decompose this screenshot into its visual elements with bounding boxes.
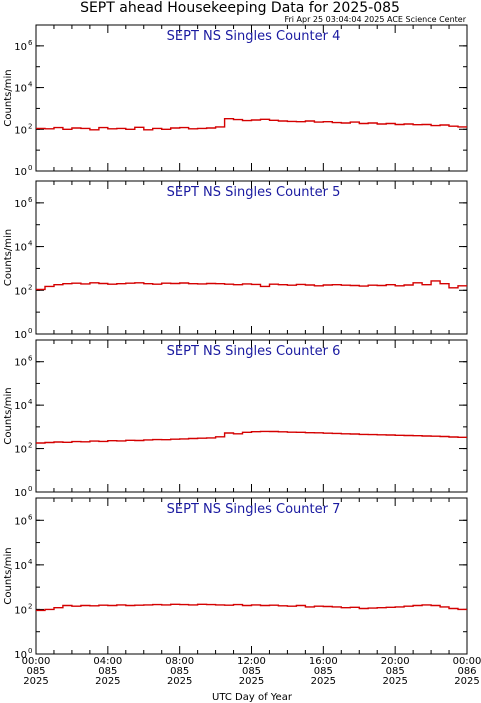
panel-frame <box>35 24 468 172</box>
y-tick-exponent: 2 <box>28 283 32 291</box>
x-tick-year: 2025 <box>167 676 192 687</box>
chart-subtitle: Fri Apr 25 03:04:04 2025 ACE Science Cen… <box>284 15 466 24</box>
x-tick-time: 08:00 <box>165 656 194 667</box>
x-tick-time: 00:00 <box>22 656 51 667</box>
y-tick-exponent: 2 <box>28 442 32 450</box>
y-tick-exponent: 6 <box>28 513 33 521</box>
y-tick-exponent: 0 <box>28 327 32 335</box>
panel-title: SEPT NS Singles Counter 7 <box>167 502 341 517</box>
y-tick-exponent: 2 <box>28 122 32 130</box>
y-tick-exponent: 0 <box>28 164 32 172</box>
series-line <box>36 118 467 131</box>
y-tick-label: 10 <box>14 42 27 53</box>
y-tick-label: 10 <box>14 358 27 369</box>
series-line <box>36 430 467 444</box>
y-tick-label: 10 <box>14 330 27 341</box>
y-tick-label: 10 <box>14 401 27 412</box>
x-tick-year: 2025 <box>382 676 407 687</box>
y-tick-exponent: 2 <box>28 602 32 610</box>
series-line <box>36 603 467 612</box>
y-tick-label: 10 <box>14 286 27 297</box>
y-tick-label: 10 <box>14 650 27 661</box>
y-tick-exponent: 6 <box>28 196 33 204</box>
chart-title: SEPT ahead Housekeeping Data for 2025-08… <box>80 0 400 16</box>
x-tick-time: 12:00 <box>237 656 266 667</box>
x-tick-doy: 085 <box>314 666 333 677</box>
y-tick-exponent: 4 <box>28 558 33 566</box>
x-tick-time: 00:00 <box>453 656 481 667</box>
y-tick-label: 10 <box>14 488 27 499</box>
y-tick-exponent: 4 <box>28 240 33 248</box>
x-tick-doy: 085 <box>98 666 117 677</box>
x-tick-year: 2025 <box>454 676 479 687</box>
x-tick-doy: 085 <box>386 666 405 677</box>
panel-title: SEPT NS Singles Counter 4 <box>167 29 341 44</box>
panel-frame <box>35 180 468 335</box>
y-tick-exponent: 6 <box>28 355 33 363</box>
x-tick-year: 2025 <box>95 676 120 687</box>
panel-frame <box>35 497 468 655</box>
y-tick-exponent: 0 <box>28 647 32 655</box>
x-tick-doy: 085 <box>26 666 45 677</box>
y-tick-label: 10 <box>14 605 27 616</box>
x-tick-doy: 085 <box>170 666 189 677</box>
y-tick-label: 10 <box>14 561 27 572</box>
y-tick-label: 10 <box>14 445 27 456</box>
y-tick-exponent: 4 <box>28 398 33 406</box>
x-tick-year: 2025 <box>311 676 336 687</box>
y-tick-exponent: 0 <box>28 485 32 493</box>
x-tick-time: 16:00 <box>309 656 338 667</box>
y-axis-label: Counts/min <box>3 387 14 444</box>
panel-title: SEPT NS Singles Counter 6 <box>167 344 341 359</box>
y-axis-label: Counts/min <box>3 69 14 126</box>
x-tick-year: 2025 <box>23 676 48 687</box>
x-axis-label: UTC Day of Year <box>212 692 293 703</box>
y-axis-label: Counts/min <box>3 547 14 604</box>
y-tick-exponent: 4 <box>28 81 33 89</box>
y-tick-exponent: 6 <box>28 39 33 47</box>
x-tick-time: 20:00 <box>381 656 410 667</box>
panel-frame <box>35 339 468 493</box>
y-tick-label: 10 <box>14 516 27 527</box>
y-tick-label: 10 <box>14 84 27 95</box>
x-tick-time: 04:00 <box>93 656 122 667</box>
x-axis: 00:00085202504:00085202508:00085202512:0… <box>22 656 481 687</box>
panel-title: SEPT NS Singles Counter 5 <box>167 185 341 200</box>
x-tick-year: 2025 <box>239 676 264 687</box>
x-tick-doy: 086 <box>457 666 476 677</box>
x-tick-doy: 085 <box>242 666 261 677</box>
series-line <box>36 280 467 291</box>
y-tick-label: 10 <box>14 167 27 178</box>
y-tick-label: 10 <box>14 243 27 254</box>
y-tick-label: 10 <box>14 125 27 136</box>
y-axis-label: Counts/min <box>3 229 14 286</box>
y-tick-label: 10 <box>14 199 27 210</box>
